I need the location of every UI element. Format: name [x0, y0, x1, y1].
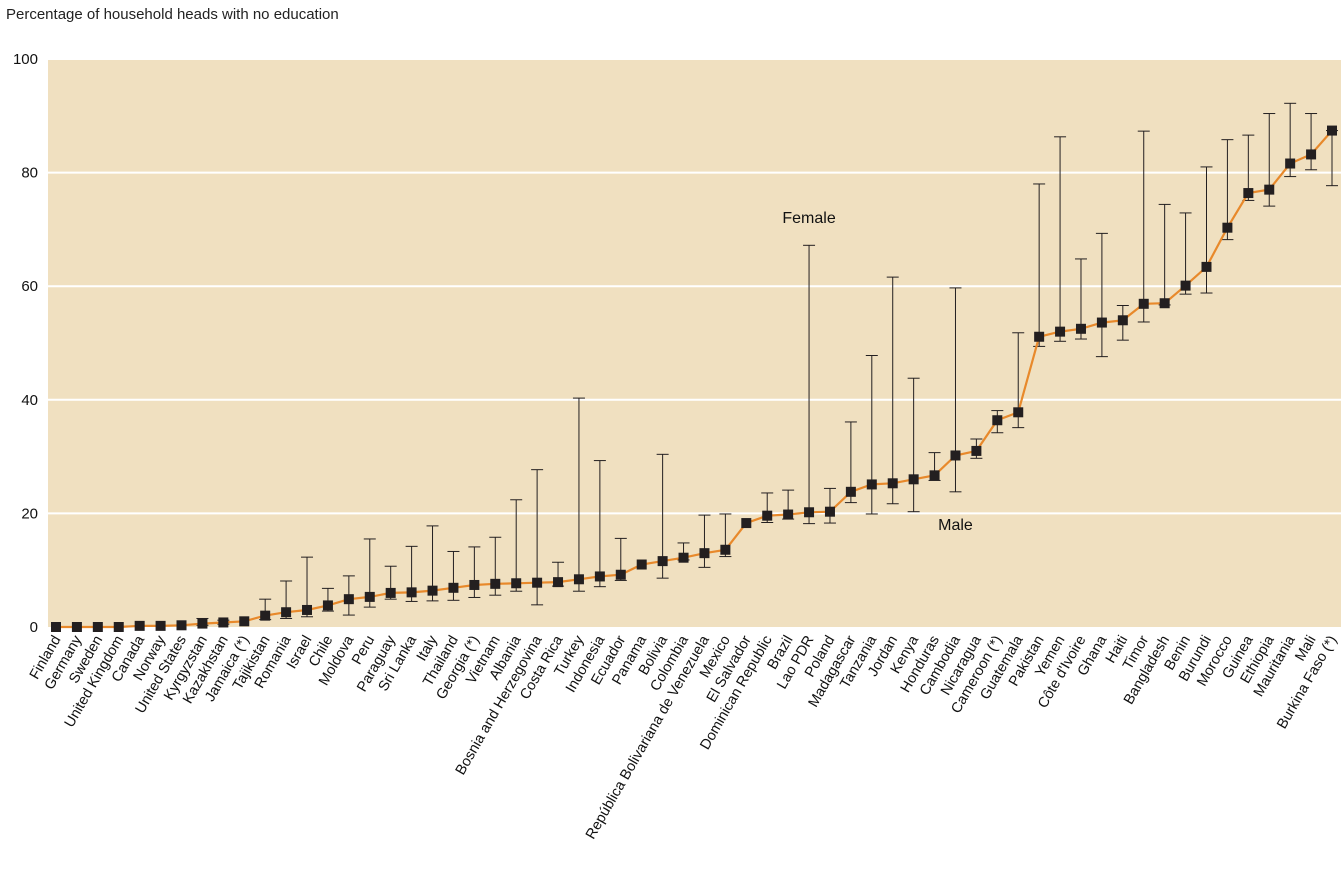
data-point	[1222, 222, 1233, 233]
data-point	[615, 569, 626, 580]
data-point	[427, 585, 438, 596]
data-point	[1034, 331, 1045, 342]
data-point	[134, 620, 145, 631]
data-point	[1180, 280, 1191, 291]
data-point	[657, 556, 668, 567]
y-tick-label: 40	[21, 392, 38, 409]
data-point	[1117, 315, 1128, 326]
data-point	[71, 622, 82, 632]
data-point	[553, 577, 564, 588]
y-tick-label: 20	[21, 505, 38, 522]
plot-background	[48, 59, 1341, 627]
data-point	[845, 486, 856, 497]
data-point	[887, 478, 898, 489]
data-point	[741, 518, 752, 529]
data-point	[720, 544, 731, 555]
data-point	[385, 587, 396, 598]
data-point	[1096, 317, 1107, 328]
data-point	[1285, 158, 1296, 169]
data-point	[1201, 261, 1212, 272]
data-point	[532, 577, 543, 588]
data-point	[343, 594, 354, 605]
data-point	[1264, 184, 1275, 195]
chart-subtitle: Percentage of household heads with no ed…	[6, 6, 339, 23]
data-point	[1306, 149, 1317, 160]
data-point	[302, 604, 313, 615]
data-point	[783, 509, 794, 520]
annotation-female: Female	[782, 210, 835, 227]
data-point	[804, 507, 815, 518]
data-point	[260, 610, 271, 621]
data-point	[197, 618, 208, 629]
data-point	[511, 578, 522, 589]
data-point	[406, 587, 417, 598]
data-point	[762, 510, 773, 521]
data-point	[155, 620, 166, 631]
data-point	[490, 578, 501, 589]
data-point	[1013, 407, 1024, 418]
data-point	[364, 591, 375, 602]
data-point	[51, 622, 61, 632]
data-point	[92, 622, 103, 632]
data-point	[469, 579, 480, 590]
data-point	[678, 552, 689, 563]
data-point	[636, 559, 647, 570]
y-tick-label: 60	[21, 278, 38, 295]
y-tick-label: 0	[30, 619, 38, 636]
data-point	[594, 571, 605, 582]
data-point	[176, 620, 187, 631]
data-point	[992, 415, 1003, 426]
y-tick-label: 80	[21, 165, 38, 182]
data-point	[699, 548, 710, 559]
data-point	[1243, 188, 1254, 199]
data-point	[239, 616, 250, 627]
data-point	[218, 617, 229, 628]
data-point	[866, 479, 877, 490]
annotation-male: Male	[938, 517, 973, 534]
data-point	[1075, 323, 1086, 334]
y-tick-label: 100	[13, 51, 38, 68]
data-point	[929, 470, 940, 481]
data-point	[908, 474, 919, 485]
data-point	[1138, 298, 1149, 309]
data-point	[573, 574, 584, 585]
data-point	[1055, 326, 1066, 337]
data-point	[824, 506, 835, 517]
data-point	[950, 450, 961, 461]
data-point	[971, 445, 982, 456]
data-point	[1159, 298, 1170, 309]
data-point	[448, 582, 459, 593]
data-point	[322, 600, 333, 611]
data-point	[113, 622, 124, 632]
data-point	[1327, 125, 1337, 136]
data-point	[281, 607, 292, 618]
